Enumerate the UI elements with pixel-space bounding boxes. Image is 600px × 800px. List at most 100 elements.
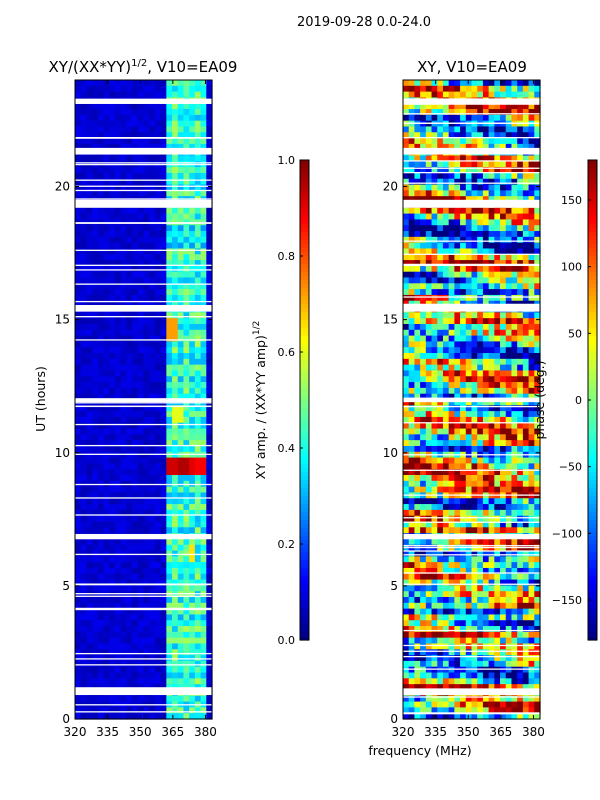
heatmap-cell	[534, 562, 541, 569]
heatmap-cell	[517, 248, 524, 255]
heatmap-cell	[414, 440, 421, 447]
heatmap-cell	[505, 579, 513, 586]
heatmap-cell	[460, 399, 467, 406]
heatmap-cell	[126, 585, 133, 592]
heatmap-cell	[206, 178, 213, 186]
heatmap-cell	[471, 411, 478, 418]
heatmap-cell	[97, 323, 105, 331]
heatmap-cell	[166, 544, 173, 552]
heatmap-cell	[166, 382, 173, 389]
heatmap-cell	[414, 213, 421, 221]
heatmap-cell	[460, 132, 467, 139]
heatmap-cell	[465, 109, 473, 116]
heatmap-cell	[132, 85, 139, 93]
heatmap-cell	[420, 318, 427, 325]
heatmap-cell	[137, 294, 145, 302]
heatmap-cell	[103, 155, 110, 162]
heatmap-cell	[143, 579, 150, 586]
heatmap-cell	[183, 80, 190, 87]
heatmap-cell	[137, 626, 145, 633]
heatmap-cell	[132, 469, 139, 476]
heatmap-cell	[448, 167, 455, 174]
heatmap-cell	[75, 260, 82, 267]
heatmap-cell	[477, 498, 484, 505]
heatmap-cell	[80, 602, 88, 610]
heatmap-cell	[420, 393, 427, 401]
heatmap-cell	[517, 109, 524, 116]
heatmap-cell	[482, 347, 490, 354]
heatmap-cell	[206, 323, 213, 331]
heatmap-cell	[126, 620, 133, 627]
heatmap-cell	[528, 190, 535, 197]
heatmap-cell	[92, 562, 99, 569]
heatmap-cell	[97, 393, 105, 401]
heatmap-cell	[75, 283, 82, 290]
heatmap-cell	[494, 567, 501, 575]
heatmap-cell	[126, 457, 133, 464]
heatmap-cell	[86, 376, 93, 383]
heatmap-cell	[471, 521, 478, 528]
heatmap-cell	[414, 312, 421, 319]
heatmap-cell	[172, 318, 179, 325]
heatmap-cell	[92, 85, 99, 93]
heatmap-cell	[477, 155, 484, 162]
heatmap-cell	[120, 626, 127, 633]
heatmap-cell	[103, 707, 110, 714]
colorbar-segment	[300, 572, 309, 577]
colorbar-segment	[300, 460, 309, 465]
heatmap-cell	[414, 422, 421, 430]
heatmap-cell	[80, 550, 88, 557]
heatmap-cell	[454, 190, 461, 197]
heatmap-cell	[143, 660, 150, 668]
heatmap-cell	[97, 132, 105, 139]
heatmap-cell	[132, 138, 139, 145]
heatmap-cell	[477, 440, 484, 447]
heatmap-cell	[160, 695, 167, 703]
heatmap-cell	[149, 672, 156, 679]
heatmap-cell	[137, 236, 145, 244]
x-tick-label: 365	[161, 725, 184, 739]
heatmap-cell	[86, 643, 93, 650]
heatmap-cell	[75, 114, 82, 122]
heatmap-cell	[154, 434, 162, 441]
colorbar-segment	[300, 352, 309, 357]
heatmap-cell	[114, 434, 122, 441]
heatmap-cell	[86, 358, 93, 366]
heatmap-cell	[517, 567, 524, 575]
heatmap-cell	[177, 498, 185, 505]
heatmap-cell	[460, 567, 467, 575]
heatmap-cell	[75, 434, 82, 441]
heatmap-cell	[200, 597, 207, 604]
heatmap-cell	[92, 347, 99, 354]
heatmap-cell	[488, 475, 495, 482]
heatmap-cell	[120, 538, 127, 546]
heatmap-cell	[154, 556, 162, 563]
heatmap-cell	[482, 161, 490, 168]
heatmap-cell	[420, 265, 427, 273]
heatmap-cell	[482, 457, 490, 464]
heatmap-cell	[482, 382, 490, 389]
heatmap-cell	[454, 521, 461, 528]
heatmap-cell	[137, 475, 145, 482]
heatmap-cell	[114, 178, 122, 186]
heatmap-cell	[109, 498, 116, 505]
heatmap-cell	[494, 440, 501, 447]
heatmap-cell	[471, 318, 478, 325]
heatmap-cell	[477, 132, 484, 139]
heatmap-cell	[465, 213, 473, 221]
heatmap-cell	[206, 155, 213, 162]
heatmap-cell	[511, 393, 518, 401]
heatmap-cell	[442, 411, 450, 418]
heatmap-cell	[166, 254, 173, 261]
heatmap-cell	[132, 631, 139, 639]
heatmap-cell	[500, 161, 507, 168]
heatmap-cell	[200, 643, 207, 650]
heatmap-cell	[189, 498, 196, 505]
heatmap-cell	[154, 114, 162, 122]
heatmap-cell	[408, 527, 416, 534]
heatmap-cell	[80, 323, 88, 331]
heatmap-flag-line	[75, 608, 212, 611]
heatmap-cell	[97, 445, 105, 453]
heatmap-cell	[143, 178, 150, 186]
heatmap-cell	[206, 666, 213, 674]
